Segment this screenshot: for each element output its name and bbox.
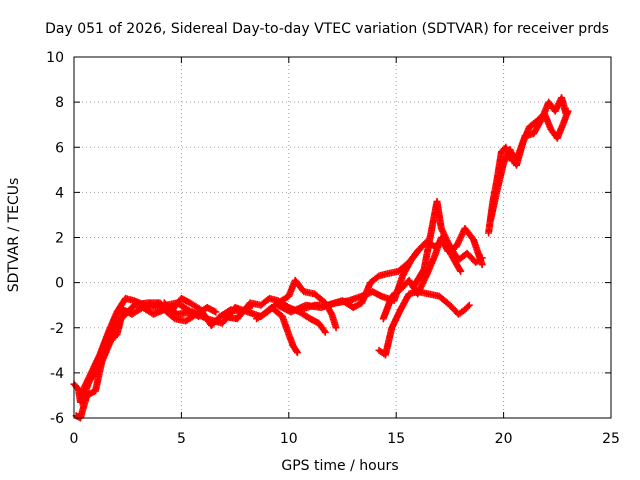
- data-point: [457, 267, 465, 275]
- data-point: [456, 266, 464, 274]
- x-tick-label: 10: [280, 431, 298, 447]
- data-point: [478, 261, 486, 269]
- data-point: [465, 301, 473, 309]
- x-tick-label: 20: [495, 431, 513, 447]
- series-sat-track-13: [487, 107, 572, 223]
- y-tick-label: 4: [55, 185, 64, 201]
- y-tick-label: 0: [55, 276, 64, 292]
- y-axis-label: SDTVAR / TECUs: [6, 178, 22, 293]
- data-points: [70, 94, 572, 422]
- y-tick-label: 8: [55, 95, 64, 111]
- x-tick-label: 25: [602, 431, 620, 447]
- chart-title: Day 051 of 2026, Sidereal Day-to-day VTE…: [45, 21, 609, 37]
- data-point: [321, 328, 329, 336]
- series-sat-track-5: [220, 294, 329, 336]
- grid: [74, 57, 611, 418]
- data-point: [320, 327, 328, 335]
- series-sat-track-6: [253, 276, 340, 332]
- y-tick-label: 6: [55, 140, 64, 156]
- y-tick-label: 10: [46, 50, 64, 66]
- data-point: [464, 303, 472, 311]
- plot-frame: [73, 56, 612, 419]
- x-axis-ticks: 0 5 10 15 20 25: [70, 57, 620, 447]
- y-axis-ticks: -6 -4 -2 0 2 4 6 8 10: [46, 50, 611, 427]
- x-tick-label: 5: [177, 431, 186, 447]
- x-tick-label: 0: [70, 431, 79, 447]
- data-point: [478, 254, 486, 262]
- series-sat-track-10: [375, 288, 473, 359]
- x-tick-label: 15: [387, 431, 405, 447]
- series-sat-track-11: [409, 197, 486, 291]
- y-tick-label: -4: [50, 366, 64, 382]
- data-point: [293, 347, 301, 355]
- data-point: [564, 107, 572, 115]
- y-tick-label: 2: [55, 231, 64, 247]
- data-point: [332, 324, 340, 332]
- series-sat-track-12: [485, 94, 570, 237]
- x-axis-label: GPS time / hours: [281, 458, 398, 474]
- y-tick-label: -2: [50, 321, 64, 337]
- data-point: [212, 308, 220, 316]
- data-point: [293, 349, 301, 357]
- y-tick-label: -6: [50, 411, 64, 427]
